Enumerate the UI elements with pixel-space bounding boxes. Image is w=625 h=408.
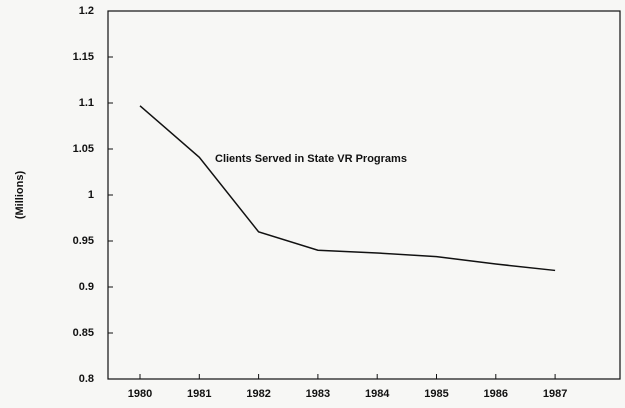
x-tick-label: 1987: [543, 388, 567, 400]
x-tick-label: 1982: [246, 388, 270, 400]
x-tick-label: 1986: [484, 388, 508, 400]
y-tick-label: 1: [88, 189, 94, 201]
x-tick-label: 1981: [187, 388, 211, 400]
x-tick-label: 1985: [424, 388, 448, 400]
y-tick-label: 0.85: [73, 327, 94, 339]
y-tick-label: 0.95: [73, 235, 94, 247]
y-tick-label: 1.15: [73, 51, 94, 63]
x-tick-label: 1983: [306, 388, 330, 400]
y-tick-label: 0.9: [79, 281, 94, 293]
y-tick-label: 0.8: [79, 373, 94, 385]
y-tick-label: 1.05: [73, 143, 94, 155]
annotation: Clients Served in State VR Programs: [215, 153, 407, 165]
y-tick-label: 1.2: [79, 5, 94, 17]
y-tick-label: 1.1: [79, 97, 94, 109]
y-axis-label: (Millions): [14, 171, 26, 220]
x-tick-label: 1980: [128, 388, 152, 400]
plot-frame: [107, 10, 621, 380]
x-tick-label: 1984: [365, 388, 390, 400]
data-line: [139, 105, 556, 272]
